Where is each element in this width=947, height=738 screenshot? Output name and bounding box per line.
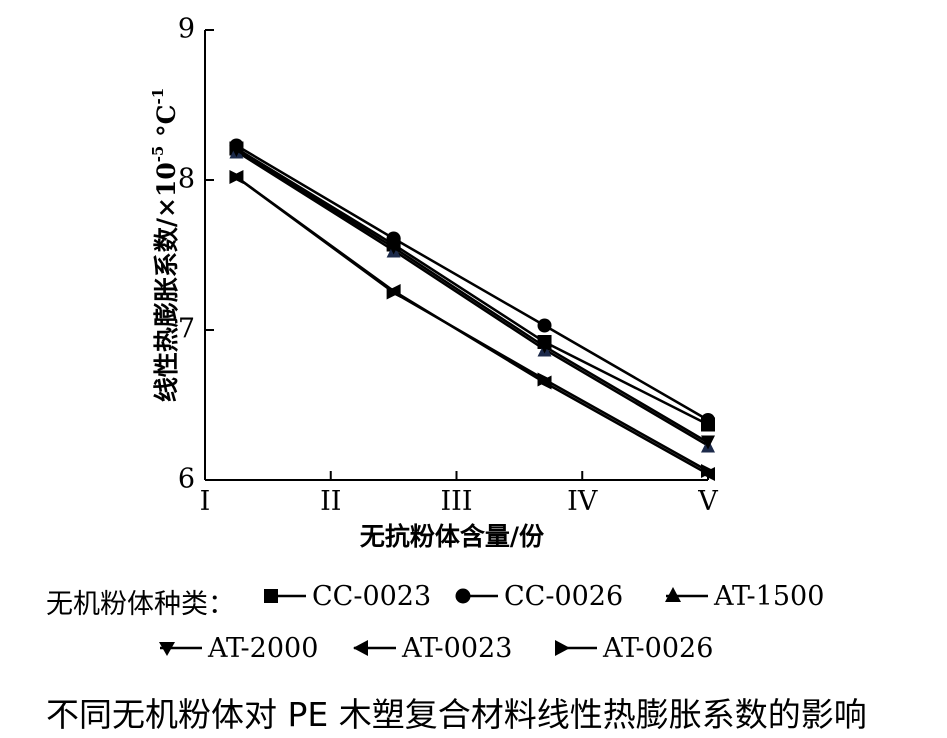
triangle-right-marker bbox=[701, 464, 715, 478]
triangle-right-marker bbox=[386, 285, 401, 300]
triangle-down-marker bbox=[386, 240, 401, 255]
triangle-down-marker bbox=[701, 435, 715, 450]
x-tick-label: V bbox=[697, 486, 718, 517]
series-line bbox=[235, 148, 709, 444]
legend-item-at-0023: AT-0023 bbox=[350, 634, 512, 662]
legend-label: CC-0026 bbox=[504, 580, 624, 612]
x-tick-label: IV bbox=[567, 486, 598, 517]
legend-item-at-0026: AT-0026 bbox=[551, 634, 713, 662]
y-tick-label: 7 bbox=[178, 314, 195, 345]
legend-item-cc-0023: CC-0023 bbox=[260, 582, 431, 610]
legend-item-cc-0026: CC-0026 bbox=[452, 582, 623, 610]
legend-label: AT-2000 bbox=[208, 632, 319, 664]
circle-marker bbox=[537, 318, 552, 333]
legend-label: CC-0023 bbox=[312, 580, 432, 612]
series-cc-0026 bbox=[229, 138, 715, 427]
x-tick-label: III bbox=[441, 486, 473, 517]
triangle-right-marker bbox=[229, 170, 244, 184]
triangle-down-marker bbox=[537, 339, 552, 354]
y-axis-title-unit: °C bbox=[152, 105, 181, 146]
legend-label: AT-1500 bbox=[714, 580, 825, 612]
series-line bbox=[235, 147, 709, 426]
legend-circle-marker-icon bbox=[455, 588, 498, 604]
x-axis-title: 无抗粉体含量/份 bbox=[360, 522, 544, 551]
triangle-right-marker bbox=[537, 372, 552, 387]
series-line bbox=[235, 175, 709, 473]
y-axis-title-main: 线性热膨胀系数/×10 bbox=[152, 162, 181, 402]
x-tick-label: I bbox=[200, 486, 211, 517]
series-line bbox=[235, 175, 709, 476]
series-line bbox=[235, 150, 709, 447]
y-axis-title: 线性热膨胀系数/×10-5 °C-1 bbox=[149, 88, 181, 402]
series-layer bbox=[229, 138, 715, 481]
y-tick-label: 9 bbox=[178, 14, 195, 45]
series-at-2000 bbox=[229, 143, 715, 450]
legend-item-at-2000: AT-2000 bbox=[156, 634, 318, 662]
series-line bbox=[235, 144, 709, 422]
legend-triangle-up-marker-icon bbox=[665, 587, 708, 602]
legend-triangle-right-marker-icon bbox=[555, 640, 597, 656]
legend-item-at-1500: AT-1500 bbox=[662, 582, 824, 610]
y-axis-title-exp1: -5 bbox=[149, 146, 167, 163]
series-at-0026 bbox=[229, 170, 715, 478]
legend-label: AT-0023 bbox=[402, 632, 513, 664]
figure-caption: 不同无机粉体对 PE 木塑复合材料线性热膨胀系数的影响 bbox=[46, 695, 867, 734]
triangle-down-marker bbox=[229, 143, 244, 157]
x-tick-label: II bbox=[320, 486, 341, 517]
legend-triangle-down-marker-icon bbox=[159, 642, 202, 656]
y-tick-label: 6 bbox=[178, 464, 195, 495]
legend-triangle-left-marker-icon bbox=[353, 640, 396, 656]
circle-marker bbox=[701, 413, 715, 427]
y-tick-label: 8 bbox=[178, 164, 195, 195]
legend-title: 无机粉体种类： bbox=[46, 589, 235, 620]
legend-label: AT-0026 bbox=[603, 632, 714, 664]
y-axis-title-exp2: -1 bbox=[149, 88, 167, 105]
legend-square-marker-icon bbox=[264, 589, 306, 603]
